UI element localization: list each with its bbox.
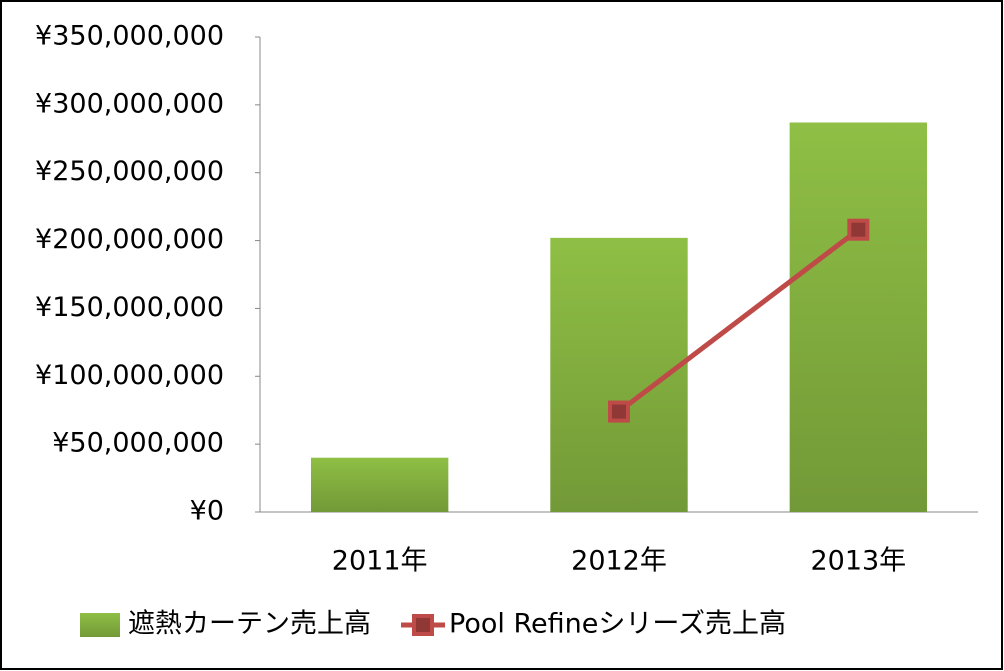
y-tick-label: ¥150,000,000 (35, 292, 224, 323)
line (617, 227, 860, 414)
line-marker (847, 218, 870, 241)
y-tick-label: ¥100,000,000 (35, 360, 224, 391)
y-tick-label: ¥50,000,000 (52, 428, 224, 459)
x-tick-label: 2011年 (332, 546, 428, 577)
legend-swatch (80, 613, 120, 637)
legend-swatch (412, 614, 434, 636)
bar (310, 457, 449, 512)
y-tick-label: ¥200,000,000 (35, 224, 224, 255)
x-tick-label: 2012年 (571, 546, 667, 577)
line-marker (608, 400, 630, 423)
legend-label: 遮熱カーテン売上高 (128, 609, 371, 640)
y-tick-label: ¥250,000,000 (35, 156, 224, 187)
y-tick-label: ¥300,000,000 (35, 88, 224, 119)
x-tick-label: 2013年 (810, 546, 906, 577)
bar (789, 122, 928, 512)
legend-label: Pool Refineシリーズ売上高 (449, 609, 786, 640)
y-tick-label: ¥350,000,000 (35, 21, 224, 52)
y-tick-label: ¥0 (190, 496, 224, 527)
